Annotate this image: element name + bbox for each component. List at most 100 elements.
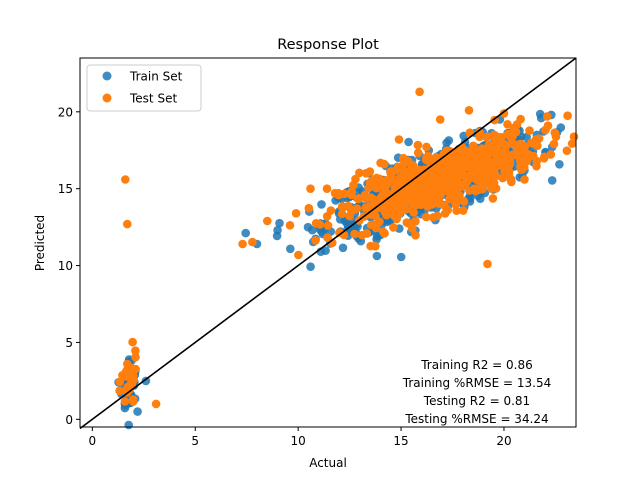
data-point [567, 139, 577, 148]
data-point [451, 200, 460, 209]
data-point [128, 337, 137, 347]
data-point [483, 259, 492, 269]
data-point [542, 112, 552, 121]
data-point [123, 219, 132, 229]
data-point [562, 146, 572, 155]
legend-marker [102, 93, 112, 103]
data-point [478, 184, 487, 194]
data-point [413, 199, 423, 208]
data-point [376, 158, 385, 168]
data-point [375, 174, 384, 184]
x-tick-label: 5 [191, 434, 199, 448]
data-point [350, 229, 359, 239]
data-point [413, 148, 423, 158]
y-axis-ticks: 0 5 10 15 20 [58, 105, 80, 427]
data-point [401, 205, 410, 214]
data-point [361, 169, 371, 178]
y-axis-label: Predicted [33, 215, 47, 271]
data-point [407, 185, 416, 194]
data-point [458, 206, 468, 215]
y-tick-label: 10 [58, 259, 73, 273]
data-point [386, 206, 395, 215]
data-point [455, 191, 464, 200]
data-point [263, 216, 272, 226]
data-point [491, 149, 500, 159]
x-tick-label: 15 [393, 434, 408, 448]
data-point [371, 241, 380, 251]
data-point [459, 197, 469, 206]
data-point [486, 165, 496, 175]
data-point [328, 238, 337, 248]
y-tick-label: 5 [65, 336, 73, 350]
data-point [465, 186, 474, 195]
x-tick-label: 0 [89, 434, 97, 448]
data-point [443, 205, 453, 215]
data-point [131, 352, 140, 362]
data-point [323, 221, 333, 230]
data-point [365, 178, 375, 188]
data-point [335, 228, 344, 237]
data-point [372, 183, 381, 193]
data-point [499, 109, 509, 118]
data-point [460, 146, 470, 156]
data-point [131, 346, 140, 356]
data-point [396, 164, 405, 173]
data-point [128, 371, 138, 380]
data-point [248, 237, 257, 247]
y-tick-label: 15 [58, 182, 73, 196]
data-point [489, 178, 499, 188]
data-point [469, 147, 479, 157]
data-point [151, 399, 161, 409]
data-point [521, 150, 531, 160]
data-point [311, 236, 320, 245]
legend: Train Set Test Set [86, 64, 202, 112]
data-point [303, 222, 313, 232]
data-point [408, 192, 418, 201]
data-point [238, 239, 247, 249]
chart-title: Response Plot [277, 37, 379, 53]
data-point [433, 211, 442, 221]
data-point [407, 224, 417, 233]
data-point [483, 132, 492, 141]
data-point [372, 251, 382, 261]
data-point [550, 128, 560, 137]
y-tick-label: 20 [58, 105, 73, 119]
data-point [452, 206, 461, 215]
data-point [532, 156, 542, 166]
data-point [311, 219, 321, 228]
data-point [322, 184, 332, 193]
data-point [121, 175, 130, 184]
legend-label: Train Set [129, 70, 183, 84]
data-point [366, 193, 376, 202]
data-point [520, 175, 529, 184]
data-point [505, 160, 514, 170]
data-point [345, 211, 354, 221]
data-point [516, 162, 525, 171]
metric-line: Testing R2 = 0.81 [423, 394, 530, 408]
data-point [449, 170, 459, 180]
data-point [387, 193, 397, 203]
data-point [516, 114, 525, 124]
data-point [394, 135, 404, 144]
data-point [459, 170, 469, 180]
data-point [543, 121, 553, 130]
data-point [141, 376, 151, 386]
data-point [444, 160, 454, 169]
data-point [396, 252, 406, 262]
data-point [498, 173, 507, 183]
series-1-points [115, 87, 579, 409]
data-point [115, 386, 124, 396]
data-point [392, 214, 402, 224]
data-point [317, 200, 326, 209]
data-point [546, 150, 556, 159]
data-point [291, 209, 301, 218]
axes-frame [79, 57, 577, 428]
data-point [535, 109, 545, 119]
data-point [488, 194, 498, 203]
data-point [419, 177, 428, 187]
data-point [471, 186, 481, 196]
data-point [506, 132, 515, 142]
data-point [471, 173, 481, 182]
data-point [120, 397, 130, 406]
data-point [471, 157, 481, 167]
